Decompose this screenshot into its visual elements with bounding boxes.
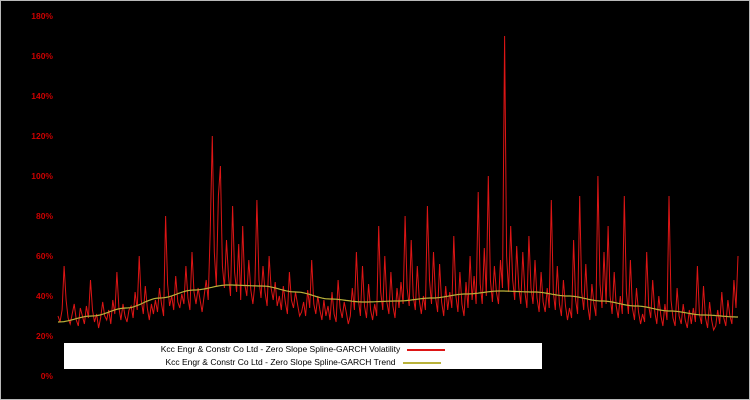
volatility-series-line [57,35,739,332]
y-tick-label: 120% [31,131,53,141]
y-tick-label: 60% [36,251,53,261]
legend-label-trend: Kcc Engr & Constr Co Ltd - Zero Slope Sp… [165,357,396,367]
y-tick-label: 0% [41,371,54,381]
y-tick-label: 180% [31,11,53,21]
legend-item-volatility: Kcc Engr & Constr Co Ltd - Zero Slope Sp… [64,343,542,356]
legend-label-volatility: Kcc Engr & Constr Co Ltd - Zero Slope Sp… [160,344,401,354]
legend-item-trend: Kcc Engr & Constr Co Ltd - Zero Slope Sp… [64,356,542,369]
y-tick-label: 80% [36,211,53,221]
volatility-line-swatch [407,348,446,351]
trend-series-line [57,284,738,323]
y-tick-label: 160% [31,51,53,61]
legend: Kcc Engr & Constr Co Ltd - Zero Slope Sp… [64,343,542,369]
trend-line-swatch [402,361,441,364]
y-tick-label: 140% [31,91,53,101]
y-tick-label: 100% [31,171,53,181]
y-tick-label: 40% [36,291,53,301]
y-tick-label: 20% [36,331,53,341]
